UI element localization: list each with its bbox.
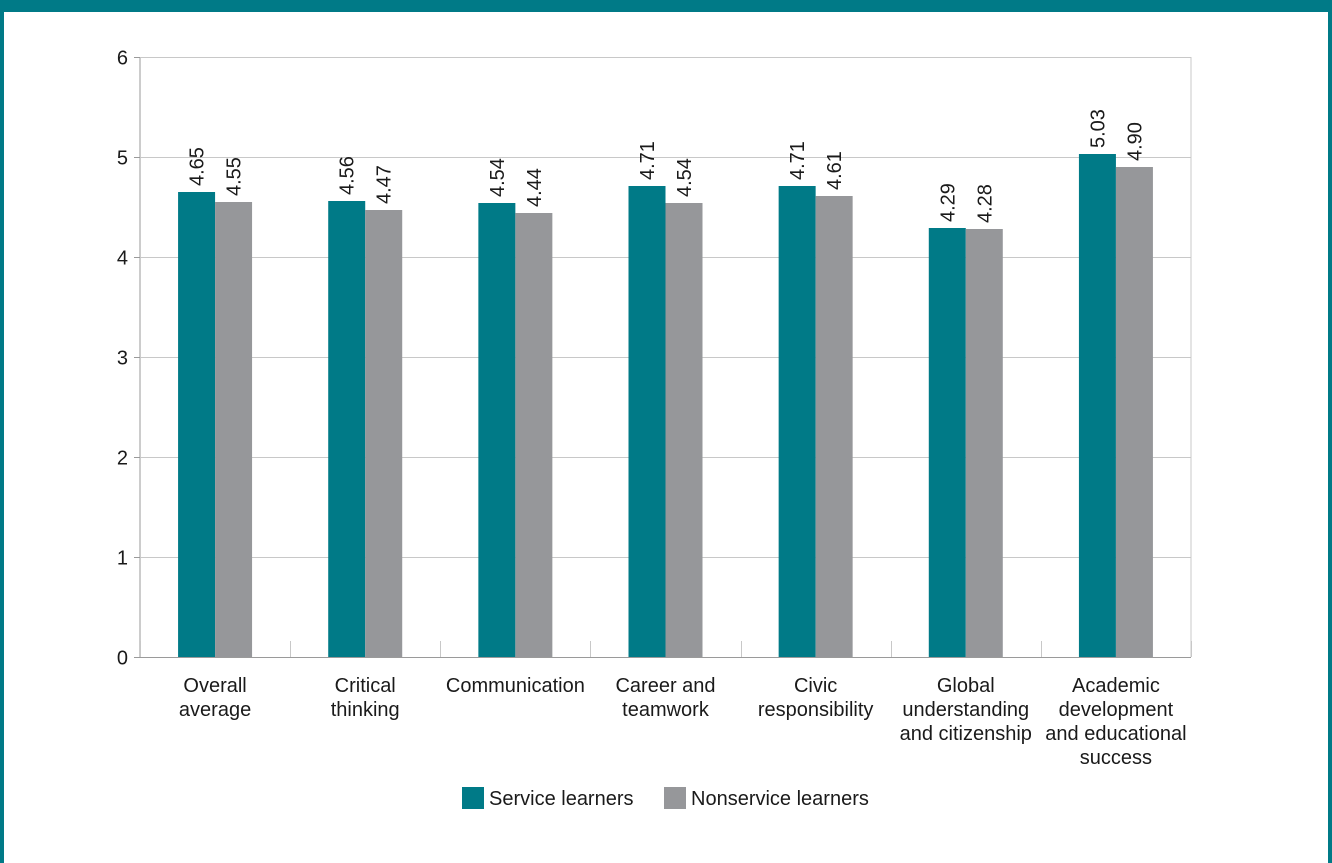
bar-nonservice — [1115, 167, 1153, 657]
legend-label: Service learners — [489, 788, 634, 810]
data-label: 4.54 — [487, 158, 509, 197]
data-label: 4.61 — [824, 151, 846, 190]
data-label: 4.47 — [374, 165, 396, 204]
bar-nonservice — [365, 210, 403, 657]
y-axis-ticks: 0 1 2 3 4 5 6 — [117, 48, 140, 670]
y-tick-label: 5 — [117, 148, 128, 170]
data-label: 4.29 — [937, 183, 959, 222]
y-tick-label: 1 — [117, 548, 128, 570]
y-tick-label: 4 — [117, 248, 128, 270]
bar-service — [1078, 154, 1116, 657]
data-label: 5.03 — [1087, 109, 1109, 148]
bar-service — [328, 201, 366, 657]
x-category-label: Overall average — [179, 675, 251, 721]
bar-nonservice — [965, 229, 1003, 657]
x-category-label: Academic development and educational succes… — [1045, 675, 1186, 769]
bar-nonservice — [815, 196, 853, 657]
data-label: 4.71 — [787, 141, 809, 180]
data-label: 4.44 — [524, 168, 546, 207]
y-tick-label: 0 — [117, 648, 128, 670]
x-category-label: Civic responsibility — [758, 675, 874, 721]
x-category-label: Critical thinking — [331, 675, 400, 721]
data-label: 4.56 — [337, 156, 359, 195]
x-axis — [140, 641, 1192, 658]
bar-service — [178, 192, 216, 657]
bar-nonservice — [665, 203, 703, 657]
x-category-label: Global understanding and citizenship — [900, 675, 1032, 745]
data-label: 4.55 — [224, 157, 246, 196]
bar-nonservice — [215, 202, 253, 657]
legend-swatch — [664, 787, 686, 809]
data-label: 4.28 — [974, 184, 996, 223]
legend-swatch — [462, 787, 484, 809]
data-label: 4.65 — [187, 147, 209, 186]
x-axis-category-labels: Overall average Critical thinking Communicat… — [179, 675, 1187, 769]
legend: Service learners Nonservice learners — [462, 787, 869, 810]
gridlines — [139, 57, 1192, 657]
bar-nonservice — [515, 213, 553, 657]
bar-service — [478, 203, 516, 657]
data-labels: 4.65 4.55 4.56 4.47 4.54 4.44 4.71 4.54 4.71 4.61… — [187, 109, 1147, 223]
data-label: 4.71 — [637, 141, 659, 180]
legend-label: Nonservice learners — [691, 788, 869, 810]
y-tick-label: 3 — [117, 348, 128, 370]
y-tick-label: 6 — [117, 48, 128, 70]
bars — [178, 154, 1153, 657]
x-category-label: Communication — [446, 675, 585, 697]
bar-service — [928, 228, 966, 657]
data-label: 4.90 — [1124, 122, 1146, 161]
bar-service — [628, 186, 666, 657]
y-tick-label: 2 — [117, 448, 128, 470]
x-category-label: Career and teamwork — [615, 675, 715, 721]
data-label: 4.54 — [674, 158, 696, 197]
bar-service — [778, 186, 816, 657]
